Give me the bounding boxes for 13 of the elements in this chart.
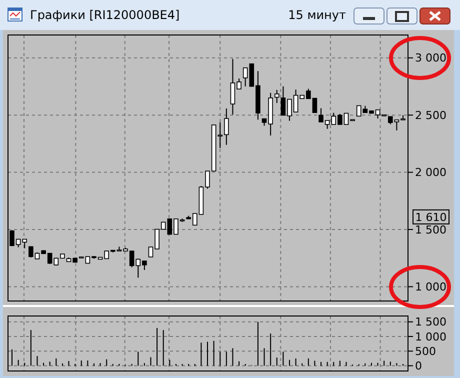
y-tick-label: 2 000 <box>415 166 446 180</box>
y-tick-label: 500 <box>415 344 436 358</box>
y-tick-label: 0 <box>415 360 422 373</box>
y-tick-label: 1 000 <box>415 280 446 294</box>
y-tick-label: 1 000 <box>415 330 446 344</box>
y-tick-label: 2 500 <box>415 108 446 122</box>
chart-subtitle: 15 минут <box>288 8 346 22</box>
y-tick-label: 1 610 <box>415 210 447 224</box>
y-tick-label: 1 500 <box>415 316 446 329</box>
y-tick-label: 3 000 <box>415 52 446 65</box>
candlestick <box>274 89 280 104</box>
chart-title: Графики [RI120000BE4] <box>30 8 180 22</box>
y-tick-label: 1 500 <box>415 223 446 236</box>
